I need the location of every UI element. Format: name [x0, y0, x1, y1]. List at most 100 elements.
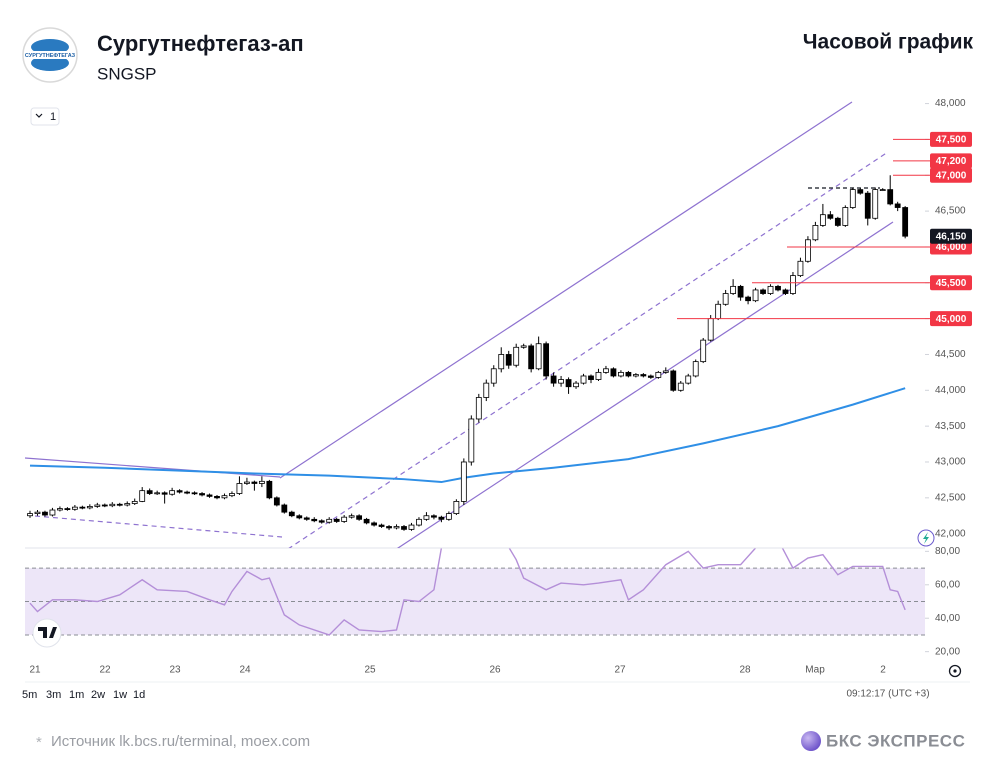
candle-body [864, 192, 871, 219]
candle-body [154, 492, 161, 495]
x-tick-label: 2 [880, 665, 886, 676]
candle-body [221, 495, 228, 499]
candle-body [296, 515, 303, 519]
candle-body [894, 203, 901, 208]
candle-body [273, 497, 280, 506]
candle-body [834, 217, 841, 226]
candle-body [565, 379, 572, 388]
candle-body [64, 508, 71, 510]
candle-body [139, 490, 146, 502]
candle-body [326, 518, 333, 523]
y-tick-label: 44,000 [935, 385, 966, 396]
price-label: 46,000 [936, 242, 967, 253]
candle-body [453, 501, 460, 514]
x-tick-label: 28 [739, 665, 751, 676]
tradingview-logo [32, 618, 62, 648]
candle-body [236, 483, 243, 494]
candle-body [333, 518, 340, 522]
clock: 09:12:17 (UTC +3) [846, 689, 929, 700]
last-price-box [930, 228, 972, 244]
candle-body [655, 371, 662, 378]
candle-body [94, 504, 101, 507]
x-tick-label: 25 [364, 665, 376, 676]
candle-body [618, 371, 624, 377]
candle-body [244, 481, 250, 484]
candle-body [371, 522, 377, 526]
candle-body [827, 214, 834, 219]
candle-body [146, 490, 153, 494]
candle-body [348, 515, 355, 518]
candle-body [610, 368, 617, 377]
candle-body [685, 375, 692, 384]
candle-body [176, 490, 183, 493]
candle-body [588, 375, 594, 380]
y-tick-label: 42,000 [935, 528, 966, 539]
timeframe[interactable]: 1w [113, 689, 127, 701]
logo-text: СУРГУТНЕФТЕГАЗ [25, 53, 76, 59]
candle-body [528, 345, 535, 370]
candle-body [251, 481, 258, 484]
candle-body [184, 491, 190, 494]
candle-body [303, 517, 310, 520]
interval-selector[interactable]: 1 [30, 107, 60, 126]
candle-body [550, 375, 557, 384]
candle-body [266, 480, 273, 499]
candle-body [49, 509, 56, 516]
candle-body [475, 397, 482, 420]
alert-icon[interactable] [917, 529, 935, 547]
candle-body [101, 504, 108, 507]
price-label: 45,000 [936, 314, 967, 325]
source: Источник lk.bcs.ru/terminal, moex.com [51, 733, 310, 750]
price-label-box [930, 153, 972, 169]
candle-body [849, 189, 856, 208]
timeframe[interactable]: 1d [133, 689, 145, 701]
candle-body [857, 189, 864, 194]
candle-body [311, 518, 318, 522]
candle-body [775, 285, 781, 291]
y-tick-label: 43,500 [935, 421, 966, 432]
candle-body [416, 518, 422, 526]
rsi-line [29, 548, 906, 636]
y-tick-label: 42,500 [935, 492, 966, 503]
candle-body [573, 382, 579, 388]
candle-body [782, 289, 789, 294]
timeframe[interactable]: 2w [91, 689, 105, 701]
candle-body [887, 189, 894, 205]
timeframe[interactable]: 1m [69, 689, 84, 701]
candle-body [86, 506, 93, 509]
candle-body [707, 318, 714, 341]
candle-body [760, 289, 766, 294]
candle-body [580, 375, 587, 384]
candle-body [42, 511, 48, 516]
candle-body [229, 493, 235, 497]
candle-body [662, 370, 669, 373]
x-tick-label: 24 [239, 665, 251, 676]
candle-body [700, 339, 707, 363]
y-tick-label: 44,500 [935, 349, 966, 360]
candle-body [124, 503, 131, 506]
candle-body [438, 516, 445, 520]
x-tick-label: 22 [99, 665, 111, 676]
candle-body [722, 293, 729, 305]
last-price-label: 46,150 [936, 231, 967, 242]
candle-body [520, 345, 527, 348]
rsi-tick-label: 80,00 [935, 546, 960, 557]
x-tick-label: 26 [489, 665, 501, 676]
price-label-box [930, 167, 972, 183]
candle-body [199, 493, 205, 496]
candle-body [423, 515, 430, 520]
candle-body [131, 501, 138, 504]
timeframe[interactable]: 3m [46, 689, 61, 701]
candle-body [797, 260, 804, 277]
reset-icon[interactable] [948, 664, 962, 678]
timeframe[interactable]: 5m [22, 689, 37, 701]
candle-body [401, 526, 407, 530]
x-tick-label: Мар [805, 665, 825, 676]
y-tick-label: 48,000 [935, 98, 966, 109]
candle-body [819, 214, 826, 226]
candle-body [902, 207, 909, 237]
candle-body [730, 285, 737, 294]
y-tick-label: 43,000 [935, 457, 966, 468]
price-label: 47,500 [936, 135, 967, 146]
